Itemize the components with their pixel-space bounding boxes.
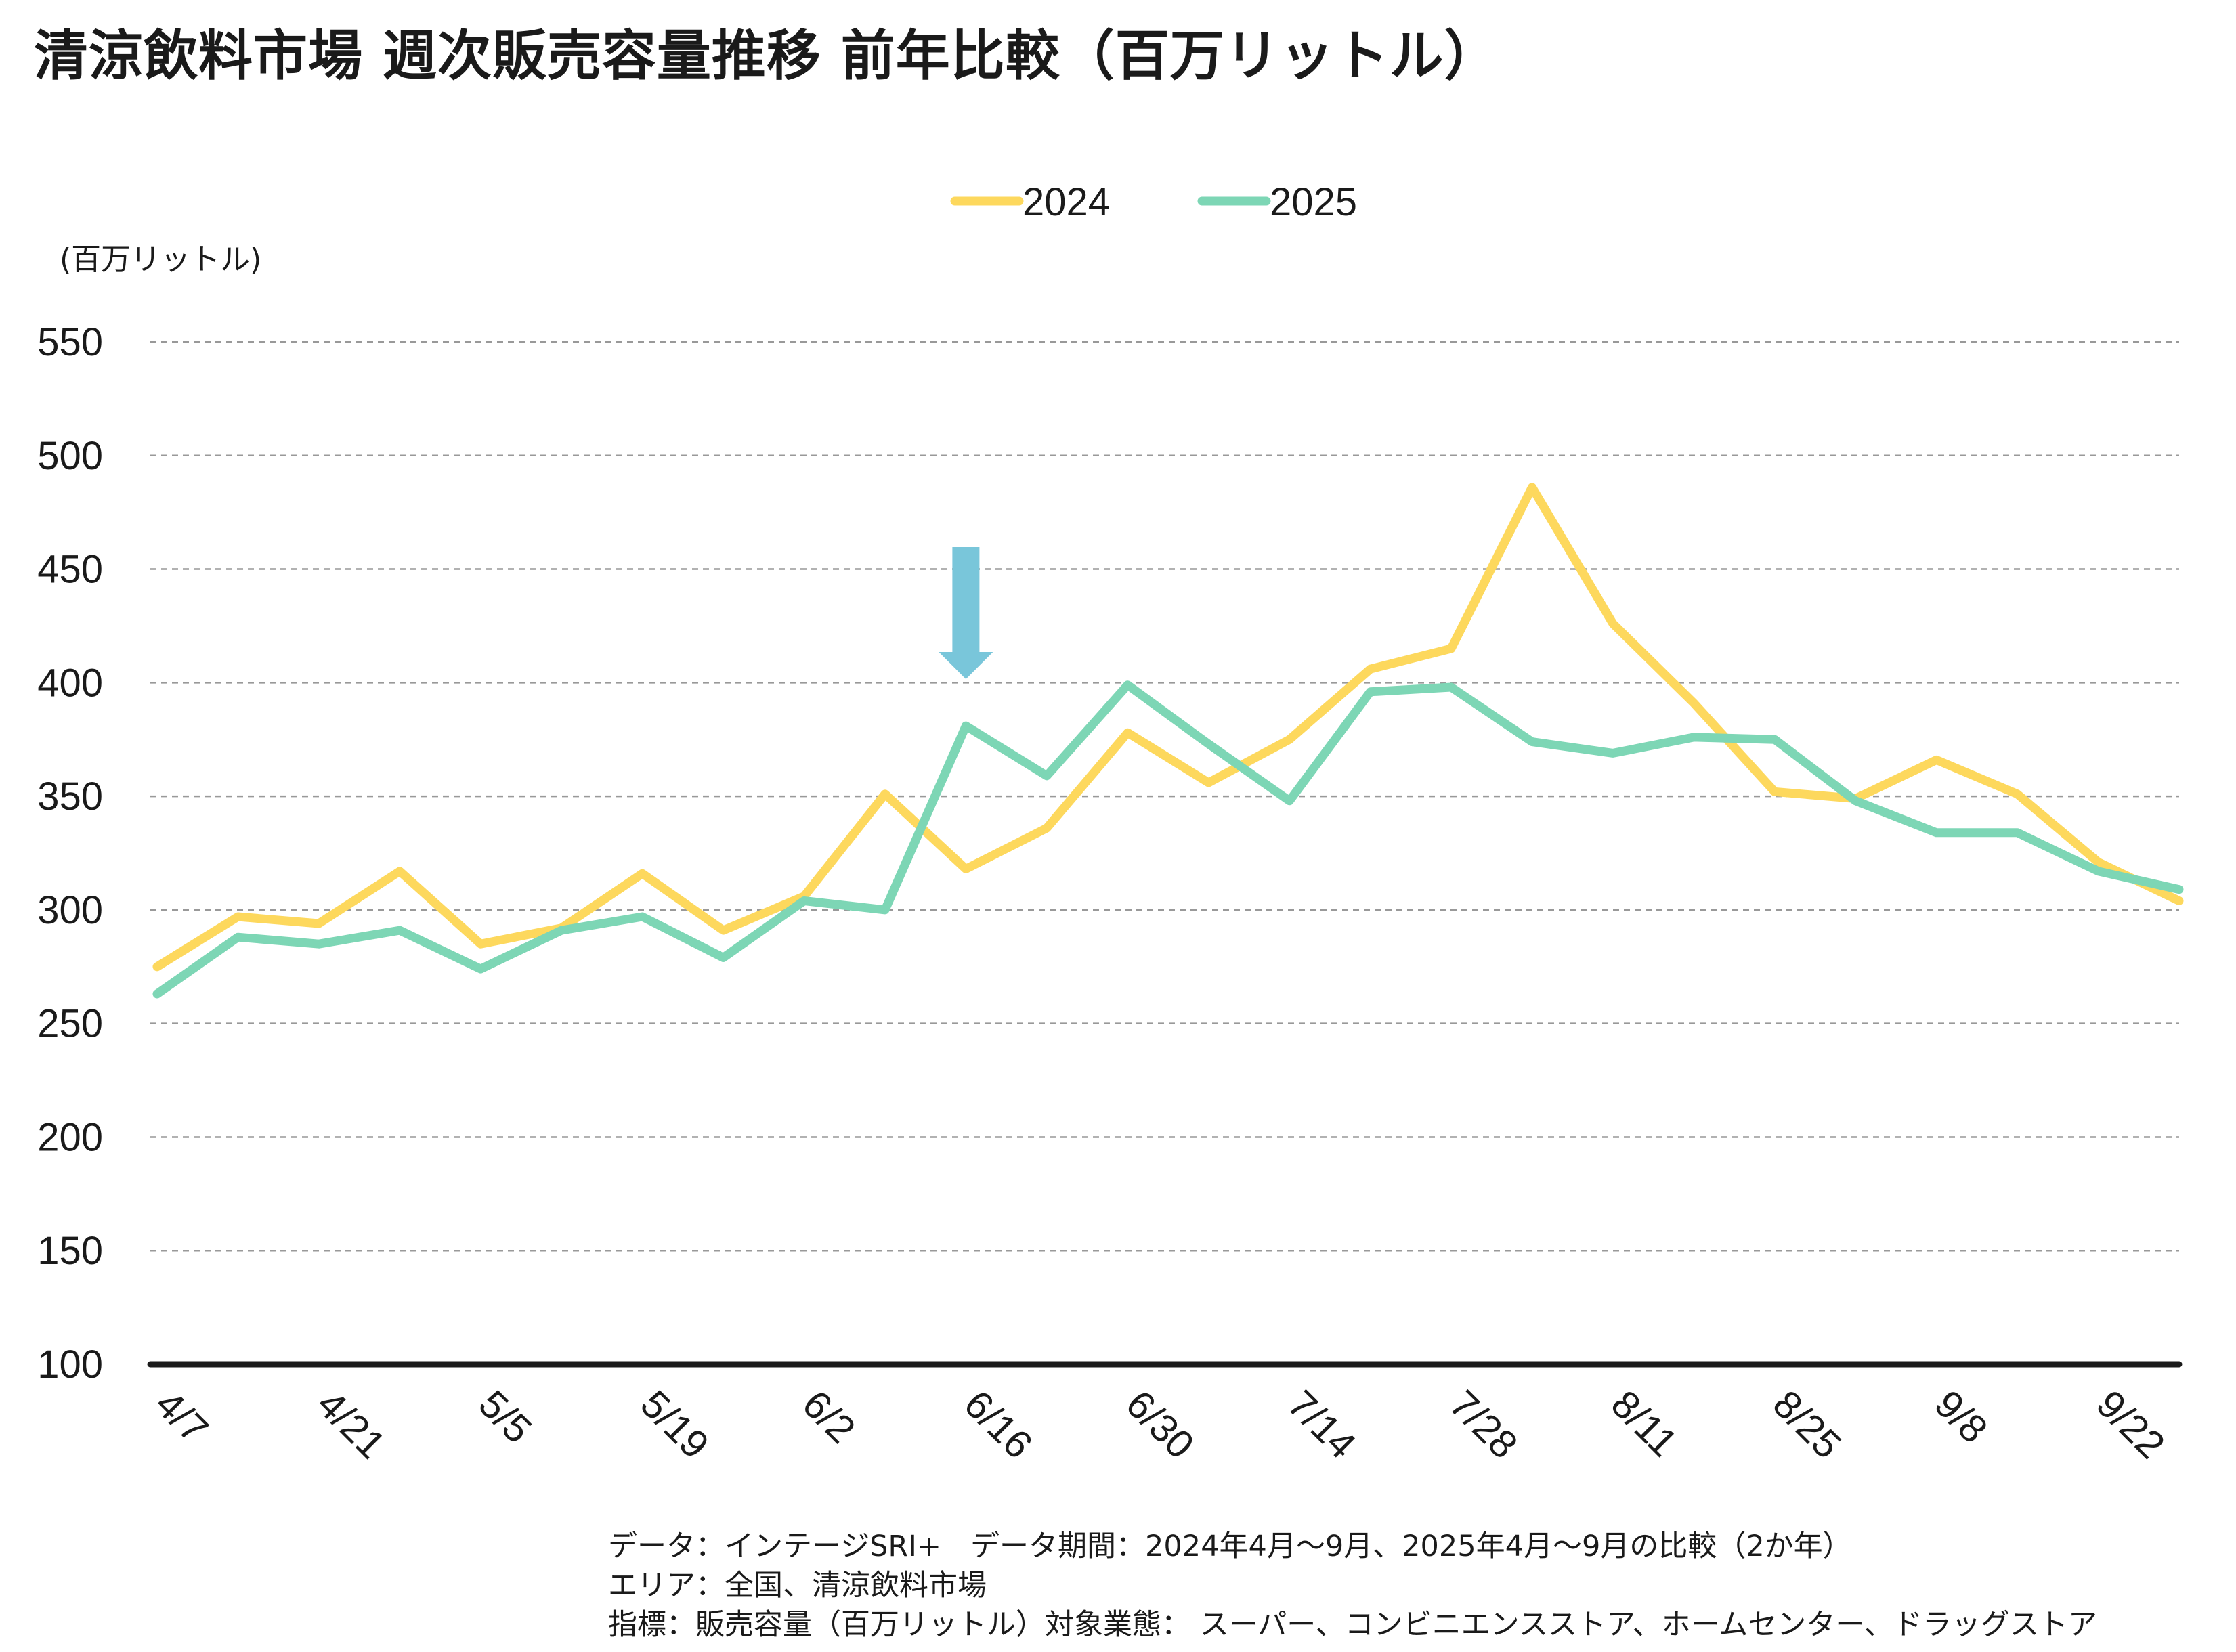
y-tick-label: 100 xyxy=(37,1343,103,1387)
y-tick-label: 450 xyxy=(37,548,103,592)
source-notes: データ：インテージSRI+ データ期間：2024年4月～9月、2025年4月～9… xyxy=(608,1527,2097,1645)
note-source: データ：インテージSRI+ データ期間：2024年4月～9月、2025年4月～9… xyxy=(608,1529,1852,1563)
down-arrow-icon xyxy=(939,547,993,679)
x-axis-ticks: 4/7 4/21 5/5 5/19 6/2 6/16 6/30 7/14 7/28 8/11 8/2… xyxy=(147,1382,2173,1467)
x-tick-label: 4/21 xyxy=(309,1382,394,1467)
y-tick-label: 550 xyxy=(37,320,103,364)
y-axis-unit-label: (百万リットル) xyxy=(60,242,261,277)
x-tick-label: 9/22 xyxy=(2088,1382,2173,1467)
x-tick-label: 9/8 xyxy=(1926,1382,1996,1452)
y-tick-label: 350 xyxy=(37,775,103,819)
y-tick-label: 400 xyxy=(37,661,103,705)
legend: 2024 2025 xyxy=(950,180,1357,224)
chart-title: 清涼飲料市場 週次販売容量推移 前年比較（百万リットル） xyxy=(34,24,1499,87)
x-tick-label: 7/28 xyxy=(1441,1382,1526,1467)
x-tick-label: 8/11 xyxy=(1603,1382,1686,1465)
gridlines xyxy=(150,341,2179,1252)
legend-label-2024: 2024 xyxy=(1023,180,1110,224)
x-tick-label: 6/2 xyxy=(794,1382,863,1452)
x-tick-label: 4/7 xyxy=(147,1382,217,1452)
x-tick-label: 5/5 xyxy=(471,1382,540,1452)
series-lines xyxy=(152,483,2184,999)
y-axis-ticks: 100 150 200 250 300 350 400 450 500 550 xyxy=(37,320,103,1387)
annotations xyxy=(939,547,993,679)
series-line-2024 xyxy=(152,483,2184,972)
x-tick-label: 6/16 xyxy=(955,1382,1041,1467)
x-tick-label: 7/14 xyxy=(1279,1382,1364,1467)
y-tick-label: 300 xyxy=(37,888,103,932)
note-metric: 指標：販売容量（百万リットル）対象業態： スーパー、コンビニエンスストア、ホーム… xyxy=(608,1608,2097,1642)
x-tick-label: 8/25 xyxy=(1765,1382,1850,1467)
series-line-2025 xyxy=(152,680,2184,999)
y-tick-label: 200 xyxy=(37,1115,103,1159)
y-tick-label: 500 xyxy=(37,434,103,478)
note-area: エリア：全国、清涼飲料市場 xyxy=(608,1569,987,1603)
x-tick-label: 5/19 xyxy=(632,1382,717,1467)
y-tick-label: 150 xyxy=(37,1229,103,1273)
legend-label-2025: 2025 xyxy=(1270,180,1357,224)
x-tick-label: 6/30 xyxy=(1117,1382,1203,1467)
y-tick-label: 250 xyxy=(37,1002,103,1046)
